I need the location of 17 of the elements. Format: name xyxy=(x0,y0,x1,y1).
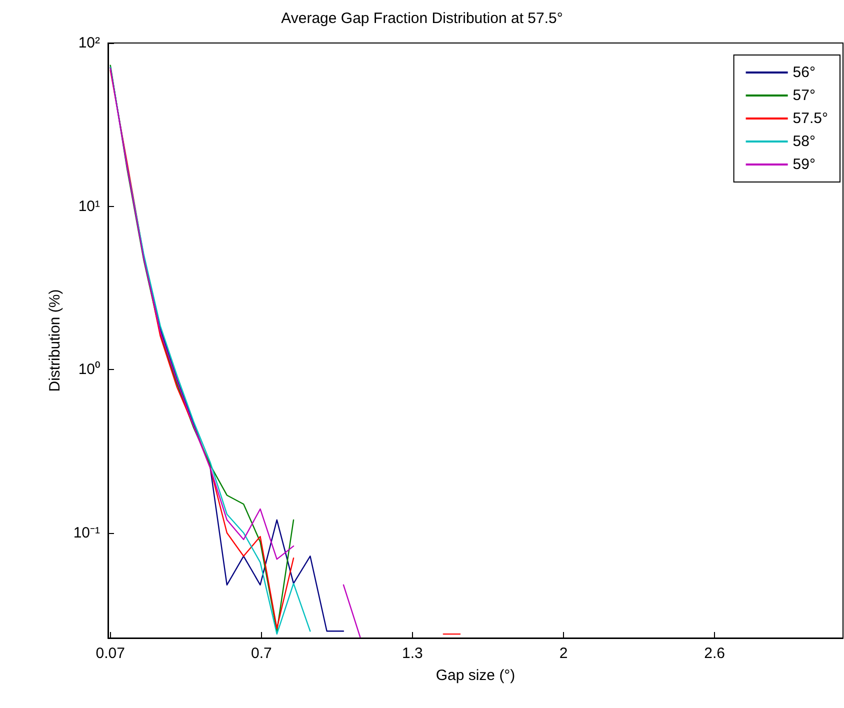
legend-label: 59° xyxy=(792,156,816,173)
x-tick-label: 2.6 xyxy=(704,645,725,662)
y-tick-label: 10⁰ xyxy=(78,361,100,378)
chart-title: Average Gap Fraction Distribution at 57.5° xyxy=(281,10,563,27)
legend-label: 57° xyxy=(792,87,816,104)
x-tick-label: 0.07 xyxy=(96,645,125,662)
y-tick-label: 10¹ xyxy=(78,198,100,215)
x-axis-title: Gap size (°) xyxy=(436,667,516,684)
y-axis-title: Distribution (%) xyxy=(46,289,64,392)
legend-label: 57.5° xyxy=(792,110,828,127)
x-tick-label: 0.7 xyxy=(250,645,272,662)
y-tick-label: 10⁻¹ xyxy=(73,524,100,542)
x-tick-label: 2 xyxy=(559,645,568,662)
legend-label: 58° xyxy=(792,133,816,150)
y-tick-label: 10² xyxy=(78,34,100,52)
legend-label: 56° xyxy=(792,64,816,81)
x-tick-label: 1.3 xyxy=(402,645,423,662)
